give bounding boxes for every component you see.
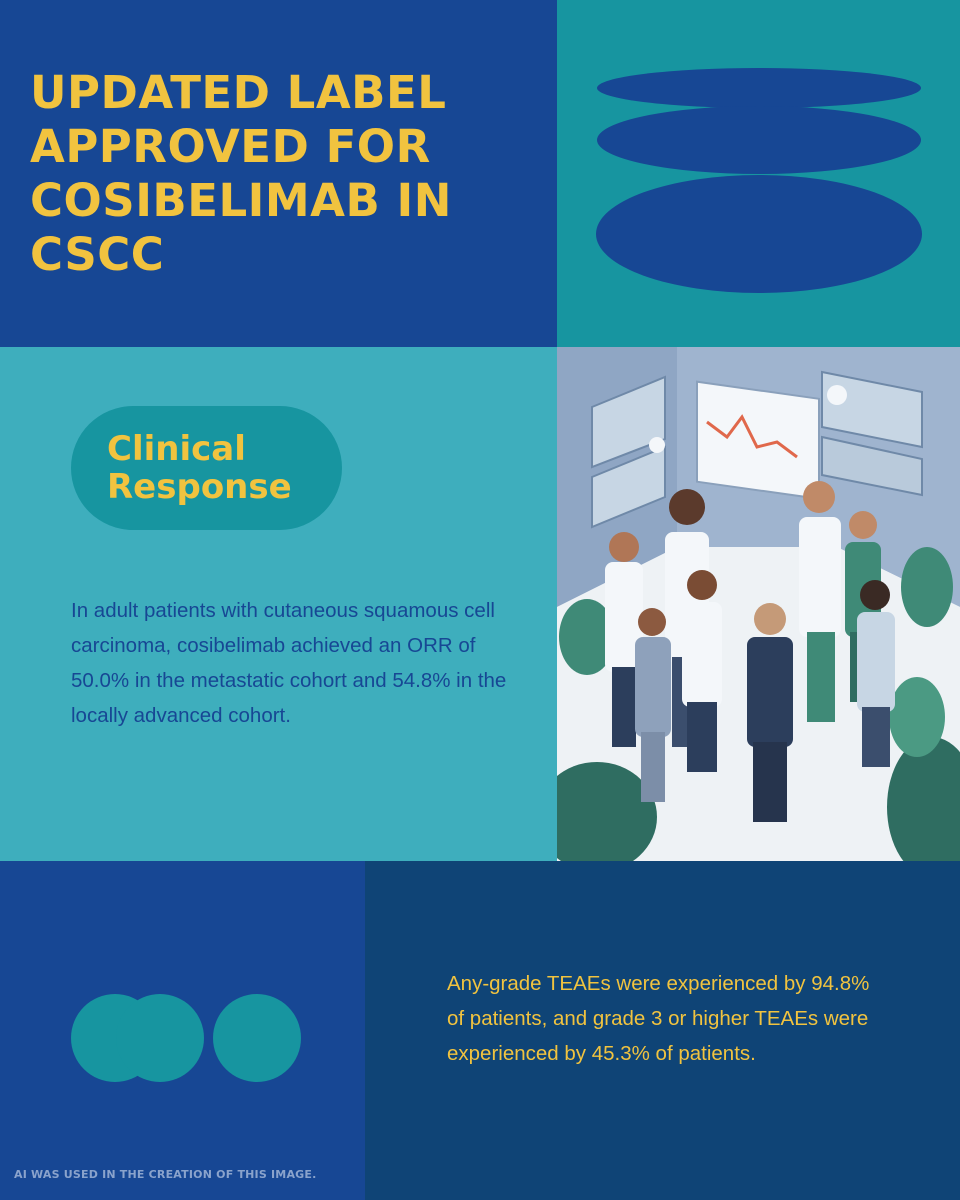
title-panel: UPDATED LABEL APPROVED FOR COSIBELIMAB I… [0, 0, 557, 347]
page-title: UPDATED LABEL APPROVED FOR COSIBELIMAB I… [30, 66, 452, 281]
safety-text: Any-grade TEAEs were experienced by 94.8… [447, 972, 870, 1065]
circle-right [213, 994, 301, 1082]
stacked-ellipses-graphic [596, 68, 922, 293]
ellipse-bottom [596, 175, 922, 293]
people [605, 481, 895, 822]
plants [557, 547, 960, 861]
safety-panel: Any-grade TEAEs were experienced by 94.8… [365, 861, 960, 1200]
overlapping-circles-graphic [71, 994, 301, 1082]
dashboard-screens [591, 370, 923, 529]
clinical-response-label: Clinical Response [107, 429, 292, 507]
decorative-circles-panel [0, 861, 365, 1200]
decorative-shapes-panel [557, 0, 960, 347]
ellipse-top [597, 68, 921, 108]
medical-team-illustration [557, 347, 960, 861]
clinical-response-panel: Clinical Response In adult patients with… [0, 347, 557, 861]
clinical-response-pill: Clinical Response [71, 406, 342, 530]
clinical-response-text: In adult patients with cutaneous squamou… [71, 599, 507, 727]
ellipse-middle [597, 106, 921, 174]
illustration-panel [557, 347, 960, 861]
circle-middle [116, 994, 204, 1082]
ai-disclaimer: AI WAS USED IN THE CREATION OF THIS IMAG… [14, 1168, 317, 1181]
